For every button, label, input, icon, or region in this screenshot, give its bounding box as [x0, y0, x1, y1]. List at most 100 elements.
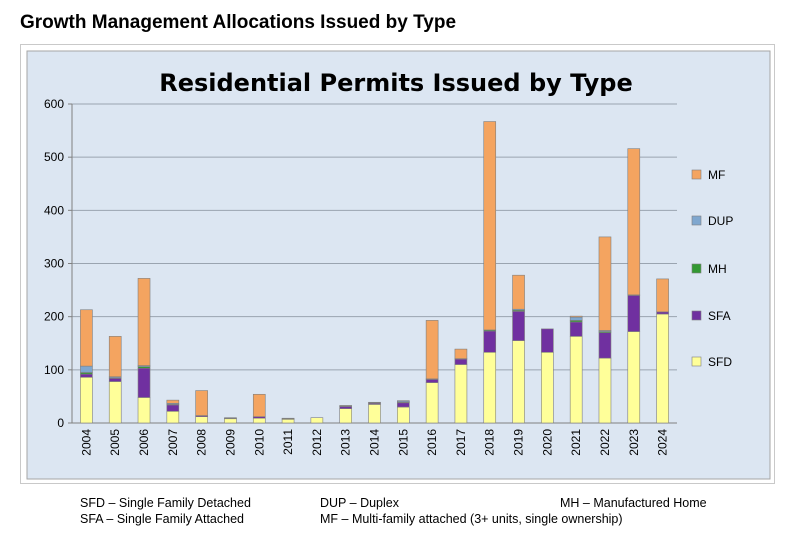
- x-tick-label: 2012: [310, 429, 324, 456]
- bar-sfa-2005: [108, 378, 122, 382]
- bar-mf-2018: [483, 121, 497, 331]
- x-tick-label: 2019: [512, 429, 526, 456]
- y-tick-label: 100: [44, 363, 64, 377]
- residential-permits-chart: Residential Permits Issued by Type 0 100 2…: [26, 50, 771, 480]
- bar-sfd-2004: [80, 376, 93, 424]
- bar-sfd-2012: [310, 417, 324, 424]
- bar-mf-2004: [80, 309, 93, 367]
- bar-mf-2017: [454, 348, 468, 359]
- x-tick-label: 2006: [137, 429, 151, 456]
- bar-stack-2011: [281, 417, 295, 424]
- legend-label-sfd: SFD: [708, 355, 732, 369]
- bar-sfd-2016: [425, 382, 439, 424]
- legend-swatch-mf: [691, 169, 702, 180]
- bar-stack-2015: [397, 400, 410, 424]
- bar-sfd-2006: [137, 397, 151, 424]
- bar-mf-2010: [252, 393, 266, 417]
- x-tick-label: 2017: [454, 429, 468, 456]
- x-tick-label: 2015: [396, 429, 410, 456]
- bar-sfa-2021: [569, 321, 583, 337]
- bar-stack-2010: [252, 393, 266, 424]
- bar-mf-2022: [598, 236, 612, 331]
- chart-title: Residential Permits Issued by Type: [159, 69, 633, 97]
- bar-stack-2023: [627, 148, 641, 424]
- bar-sfa-2023: [627, 295, 641, 332]
- y-axis-tick-labels: 0 100 200 300 400 500 600: [44, 97, 64, 430]
- bar-sfa-2004: [80, 373, 93, 378]
- x-tick-label: 2022: [598, 429, 612, 456]
- note-sfd: SFD – Single Family Detached: [80, 496, 251, 510]
- bar-sfd-2009: [224, 418, 237, 424]
- bar-mf-2008: [195, 390, 208, 416]
- bar-sfd-2013: [339, 408, 352, 424]
- x-axis-tick-labels: 2004 2005 2006 2007 2008 2009 2010 2011 2012 2013…: [79, 429, 669, 456]
- bar-mf-2011: [281, 417, 295, 420]
- bar-stack-2018: [483, 121, 497, 424]
- legend-swatch-sfa: [691, 310, 702, 321]
- note-mf: MF – Multi-family attached (3+ units, si…: [320, 512, 623, 526]
- bar-sfd-2011: [281, 418, 295, 424]
- y-tick-label: 500: [44, 150, 64, 164]
- bar-stack-2005: [108, 336, 122, 424]
- bar-stack-2012: [310, 417, 324, 424]
- bar-sfa-2018: [483, 330, 497, 353]
- x-tick-label: 2023: [627, 429, 641, 456]
- bar-mf-2013: [339, 405, 352, 407]
- page-heading: Growth Management Allocations Issued by …: [20, 12, 457, 33]
- bar-mf-2016: [425, 320, 439, 380]
- bar-stack-2007: [166, 399, 180, 424]
- bar-sfd-2018: [483, 351, 497, 424]
- bar-sfd-2014: [368, 404, 381, 424]
- bar-mf-2007: [166, 399, 180, 404]
- bar-stack-2008: [195, 390, 208, 424]
- bar-stack-2016: [425, 320, 439, 424]
- bar-sfa-2020: [541, 328, 554, 353]
- bar-stack-2004: [80, 309, 93, 424]
- bar-mf-2024: [656, 278, 669, 313]
- x-tick-label: 2024: [656, 429, 670, 456]
- y-tick-label: 300: [44, 257, 64, 271]
- bar-mf-2019: [512, 274, 525, 310]
- bar-sfd-2024: [656, 313, 669, 424]
- x-tick-label: 2007: [166, 429, 180, 456]
- bar-stacks: [80, 121, 669, 424]
- bar-stack-2022: [598, 236, 612, 424]
- x-tick-label: 2021: [569, 429, 583, 456]
- chart-frame: Residential Permits Issued by Type 0 100 2…: [20, 44, 775, 484]
- note-dup: DUP – Duplex: [320, 496, 399, 510]
- x-tick-label: 2018: [483, 429, 497, 456]
- bar-sfd-2005: [108, 381, 122, 424]
- bar-stack-2006: [137, 278, 151, 424]
- y-tick-label: 600: [44, 97, 64, 111]
- bar-sfd-2023: [627, 331, 641, 424]
- bar-dup-2004: [80, 365, 93, 373]
- bar-mf-2023: [627, 148, 641, 296]
- note-sfa: SFA – Single Family Attached: [80, 512, 244, 526]
- x-tick-label: 2011: [281, 429, 295, 455]
- x-tick-label: 2004: [79, 429, 93, 456]
- bar-dup-2021: [569, 316, 583, 321]
- legend-swatch-mh: [691, 263, 702, 274]
- legend-label-mf: MF: [708, 168, 725, 182]
- note-mh: MH – Manufactured Home: [560, 496, 707, 510]
- bar-sfd-2015: [397, 406, 410, 424]
- bar-sfd-2022: [598, 357, 612, 424]
- x-tick-label: 2005: [108, 429, 122, 456]
- bar-mf-2021: [569, 315, 583, 318]
- legend-label-dup: DUP: [708, 214, 733, 228]
- bar-sfd-2020: [541, 351, 554, 424]
- bar-sfa-2024: [656, 311, 669, 315]
- bar-stack-2021: [569, 315, 583, 424]
- x-tick-label: 2009: [223, 429, 237, 456]
- bar-stack-2019: [512, 274, 525, 424]
- x-tick-label: 2020: [540, 429, 554, 456]
- y-tick-label: 200: [44, 310, 64, 324]
- bar-stack-2020: [541, 328, 554, 424]
- bar-sfa-2017: [454, 358, 468, 365]
- legend-swatch-sfd: [691, 356, 702, 367]
- bar-mf-2009: [224, 417, 237, 419]
- bar-sfa-2013: [339, 406, 352, 409]
- bar-mf-2014: [368, 401, 381, 404]
- bar-sfa-2015: [397, 402, 410, 408]
- bar-sfd-2007: [166, 411, 180, 424]
